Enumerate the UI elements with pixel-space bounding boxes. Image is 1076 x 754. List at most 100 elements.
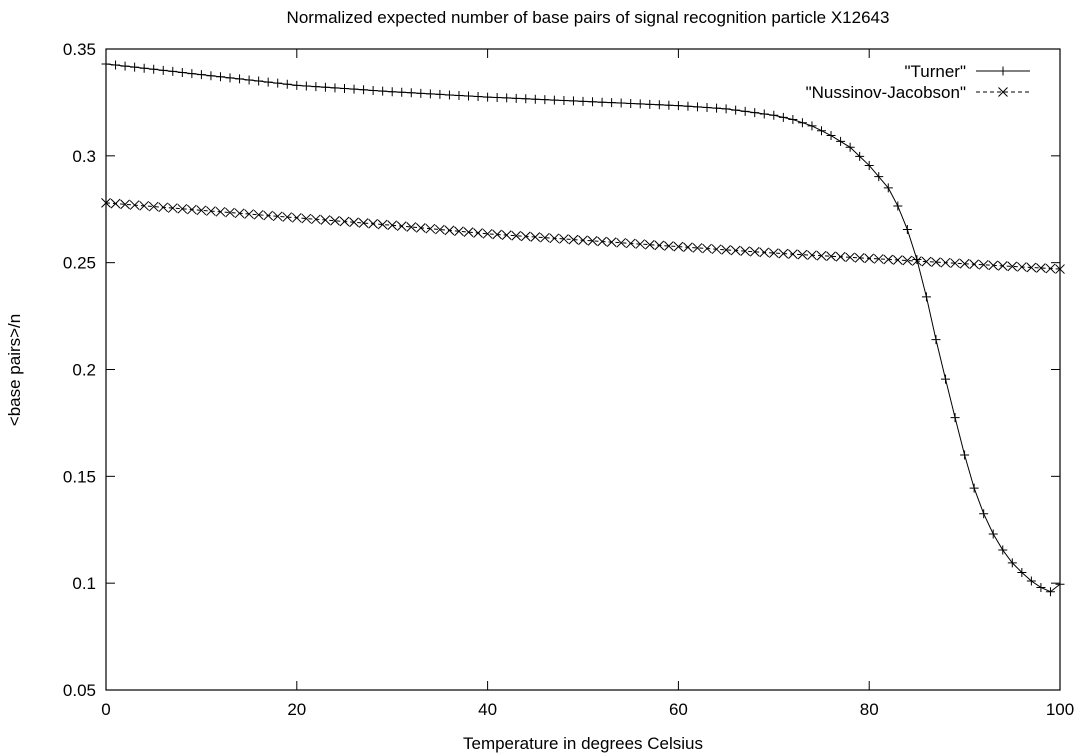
data-point-marker bbox=[177, 203, 188, 214]
data-point-marker bbox=[530, 94, 540, 104]
data-point-marker bbox=[501, 230, 512, 240]
data-point-marker bbox=[482, 228, 493, 239]
data-point-marker bbox=[206, 206, 216, 216]
data-point-marker bbox=[187, 69, 197, 79]
data-point-marker bbox=[349, 84, 359, 94]
data-point-marker bbox=[969, 259, 979, 270]
data-point-marker bbox=[177, 68, 187, 78]
legend-marker bbox=[998, 66, 1008, 76]
data-point-marker bbox=[101, 59, 111, 69]
data-point-marker bbox=[235, 74, 245, 84]
data-point-marker bbox=[788, 249, 798, 259]
data-point-marker bbox=[148, 201, 159, 212]
data-point-marker bbox=[931, 257, 941, 267]
data-point-marker bbox=[196, 70, 206, 80]
data-point-marker bbox=[253, 209, 264, 220]
data-point-marker bbox=[215, 206, 226, 217]
data-point-marker bbox=[1055, 264, 1065, 274]
data-point-marker bbox=[129, 200, 140, 210]
series-layer bbox=[101, 59, 1065, 597]
data-point-marker bbox=[578, 96, 588, 106]
data-point-marker bbox=[139, 200, 150, 211]
data-point-marker bbox=[101, 197, 111, 208]
data-point-marker bbox=[759, 109, 769, 119]
data-point-marker bbox=[311, 82, 321, 92]
data-point-marker bbox=[940, 257, 951, 268]
data-point-marker bbox=[740, 246, 751, 256]
data-point-marker bbox=[883, 183, 893, 193]
data-point-marker bbox=[340, 84, 349, 94]
data-point-marker bbox=[215, 72, 225, 82]
data-point-marker bbox=[950, 413, 960, 423]
data-point-marker bbox=[111, 60, 121, 70]
data-point-marker bbox=[960, 450, 970, 460]
data-point-marker bbox=[797, 118, 807, 128]
data-point-marker bbox=[339, 216, 350, 227]
data-point-marker bbox=[196, 205, 207, 216]
data-point-marker bbox=[311, 214, 321, 225]
data-point-marker bbox=[692, 102, 702, 112]
data-point-marker bbox=[826, 251, 836, 262]
data-point-marker bbox=[416, 88, 426, 98]
data-point-marker bbox=[912, 256, 922, 266]
data-point-marker bbox=[435, 224, 445, 235]
data-point-marker bbox=[702, 103, 712, 113]
data-point-marker bbox=[902, 225, 912, 235]
data-point-marker bbox=[635, 99, 645, 109]
data-point-marker bbox=[139, 63, 149, 73]
data-point-marker bbox=[950, 258, 960, 269]
data-point-marker bbox=[959, 258, 970, 269]
data-point-marker bbox=[978, 259, 989, 270]
y-tick-label: 0.2 bbox=[72, 361, 96, 380]
data-point-marker bbox=[225, 73, 235, 83]
data-point-marker bbox=[998, 545, 1008, 555]
data-point-marker bbox=[644, 239, 655, 250]
data-point-marker bbox=[406, 222, 417, 232]
data-point-marker bbox=[1026, 262, 1037, 273]
data-point-marker bbox=[225, 207, 235, 218]
data-point-marker bbox=[664, 241, 674, 251]
data-point-marker bbox=[683, 242, 693, 253]
data-point-marker bbox=[454, 226, 464, 237]
data-point-marker bbox=[368, 218, 378, 229]
data-point-marker bbox=[559, 95, 569, 105]
data-point-marker bbox=[683, 101, 693, 111]
data-point-marker bbox=[941, 374, 951, 384]
data-point-marker bbox=[988, 529, 998, 539]
data-point-marker bbox=[836, 136, 846, 146]
x-axis-label: Temperature in degrees Celsius bbox=[463, 734, 703, 753]
data-point-marker bbox=[1007, 261, 1018, 272]
data-point-marker bbox=[1017, 567, 1027, 577]
data-point-marker bbox=[664, 100, 674, 110]
data-point-marker bbox=[845, 142, 855, 152]
x-tick-label: 100 bbox=[1046, 700, 1074, 719]
data-point-marker bbox=[167, 203, 178, 213]
data-point-marker bbox=[521, 94, 531, 104]
data-point-marker bbox=[559, 234, 569, 244]
data-point-marker bbox=[540, 95, 550, 105]
data-point-marker bbox=[892, 255, 903, 265]
data-point-marker bbox=[273, 78, 283, 88]
data-point-marker bbox=[358, 218, 369, 228]
data-point-marker bbox=[444, 225, 455, 236]
plot-frame bbox=[105, 48, 1061, 691]
data-point-marker bbox=[1055, 579, 1065, 589]
data-point-marker bbox=[377, 219, 388, 230]
data-point-marker bbox=[988, 260, 999, 271]
data-point-marker bbox=[530, 232, 541, 242]
legend: "Turner" "Nussinov-Jacobson" bbox=[806, 62, 1030, 102]
y-tick-label: 0.15 bbox=[63, 467, 96, 486]
data-point-marker bbox=[502, 93, 512, 103]
y-tick-label: 0.3 bbox=[72, 147, 96, 166]
data-point-marker bbox=[606, 237, 617, 248]
data-point-marker bbox=[692, 243, 703, 253]
data-point-marker bbox=[979, 509, 989, 519]
data-point-marker bbox=[149, 64, 159, 74]
data-point-marker bbox=[921, 292, 931, 302]
data-point-marker bbox=[625, 238, 636, 249]
data-point-marker bbox=[263, 77, 273, 87]
data-point-marker bbox=[1036, 263, 1046, 273]
data-point-marker bbox=[301, 81, 311, 91]
data-point-marker bbox=[320, 215, 331, 225]
data-point-marker bbox=[387, 220, 398, 231]
